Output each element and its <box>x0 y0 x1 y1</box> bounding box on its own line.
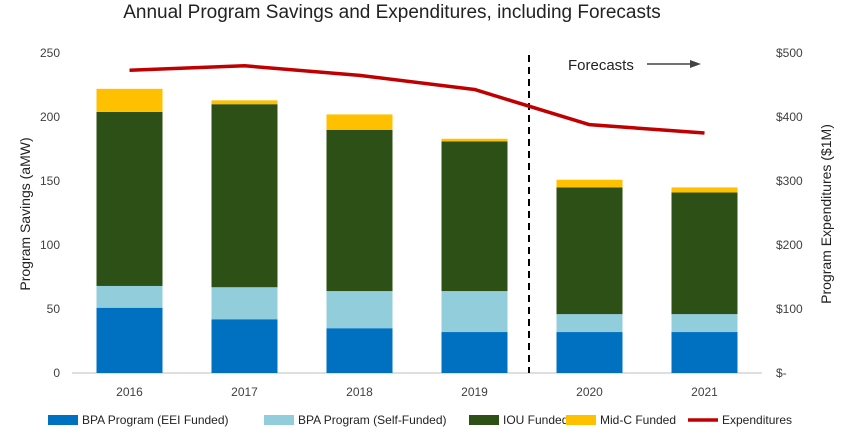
y-tick-label: 250 <box>40 46 60 60</box>
forecast-arrowhead-icon <box>690 60 701 68</box>
x-axis-ticks: 2016 2017 2018 2019 2020 2021 <box>116 385 718 399</box>
bar-segment <box>96 88 163 112</box>
y-axis-left: 0 50 100 150 200 250 <box>40 46 60 380</box>
y-tick-label: 0 <box>53 366 60 380</box>
bar-segment <box>671 192 738 315</box>
x-tick-label: 2018 <box>346 385 373 399</box>
y-axis-right-label: Program Expenditures ($1M) <box>818 124 834 304</box>
bar-segment <box>211 287 278 320</box>
bar-segment <box>211 100 278 105</box>
legend-label: BPA Program (Self-Funded) <box>298 413 447 427</box>
legend-swatch <box>469 415 499 425</box>
bar-segment <box>556 332 623 373</box>
y2-tick-label: $- <box>776 366 787 380</box>
legend-swatch <box>48 415 78 425</box>
bar-segment <box>326 114 393 130</box>
y-axis-right: $- $100 $200 $300 $400 $500 <box>776 46 803 380</box>
y2-tick-label: $300 <box>776 174 803 188</box>
bar-segment <box>441 291 508 333</box>
bar-segment <box>556 187 623 315</box>
bar-segment <box>556 314 623 333</box>
x-tick-label: 2017 <box>231 385 258 399</box>
x-tick-label: 2016 <box>116 385 143 399</box>
legend-label: BPA Program (EEI Funded) <box>82 413 229 427</box>
bar-segment <box>326 129 393 292</box>
forecast-annotation: Forecasts <box>568 57 634 74</box>
bar-segment <box>96 111 163 286</box>
expenditures-line <box>129 64 705 135</box>
x-tick-label: 2020 <box>576 385 603 399</box>
x-tick-label: 2021 <box>691 385 718 399</box>
y-tick-label: 50 <box>47 302 61 316</box>
y-tick-label: 100 <box>40 238 60 252</box>
bar-segment <box>671 187 738 193</box>
legend-label: IOU Funded <box>503 413 568 427</box>
y-axis-left-label: Program Savings (aMW) <box>17 137 33 290</box>
bar-segment <box>326 328 393 373</box>
chart-title: Annual Program Savings and Expenditures,… <box>123 2 661 23</box>
bar-segment <box>556 179 623 188</box>
legend-swatch <box>264 415 294 425</box>
bar-segment <box>96 307 163 373</box>
x-tick-label: 2019 <box>461 385 488 399</box>
y2-tick-label: $500 <box>776 46 803 60</box>
bar-segment <box>211 319 278 373</box>
legend-label: Expenditures <box>722 413 792 427</box>
y-tick-label: 200 <box>40 110 60 124</box>
y2-tick-label: $100 <box>776 302 803 316</box>
bar-segment <box>211 104 278 288</box>
y2-tick-label: $200 <box>776 238 803 252</box>
bar-segment <box>671 314 738 333</box>
bars <box>96 88 738 373</box>
bar-segment <box>441 332 508 373</box>
bar-segment <box>326 291 393 329</box>
bar-segment <box>96 285 163 308</box>
y-tick-label: 150 <box>40 174 60 188</box>
bar-segment <box>671 332 738 373</box>
expenditures-line-path <box>129 64 705 135</box>
bar-segment <box>441 141 508 292</box>
y2-tick-label: $400 <box>776 110 803 124</box>
legend: BPA Program (EEI Funded) BPA Program (Sel… <box>48 413 792 427</box>
legend-label: Mid-C Funded <box>600 413 676 427</box>
legend-swatch <box>566 415 596 425</box>
bar-segment <box>441 138 508 142</box>
